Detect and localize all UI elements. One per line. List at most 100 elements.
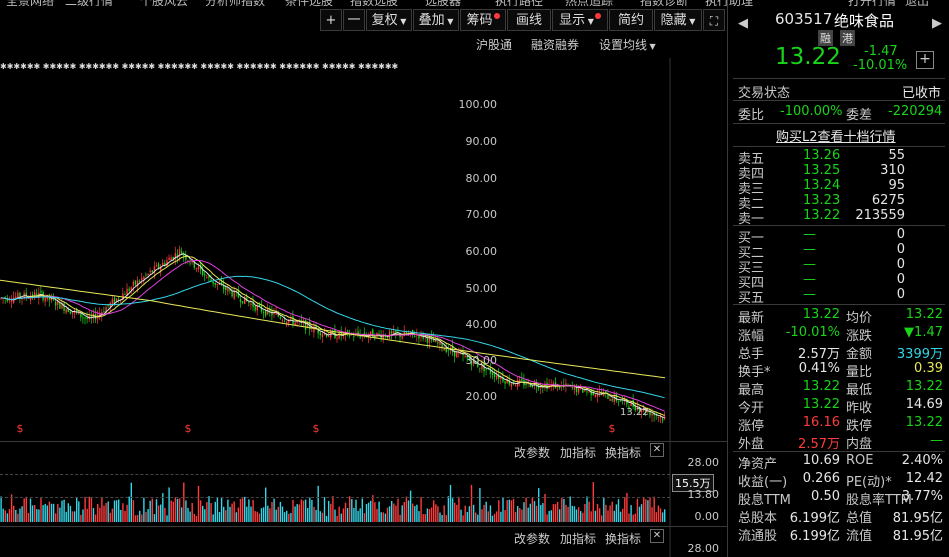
volume-bar [118, 499, 120, 522]
candle-body [357, 331, 359, 335]
volume-bar [435, 504, 437, 522]
volume-bar [231, 503, 233, 522]
volume-bar [559, 509, 561, 522]
sell_orders-price[interactable]: 13.23 [803, 193, 841, 208]
buy_orders-price[interactable]: — [803, 227, 816, 242]
buy-l2-link[interactable]: 购买L2查看十档行情 [776, 130, 896, 145]
volume-bar [430, 507, 433, 522]
candle-body [262, 312, 265, 313]
buy_orders-price[interactable]: — [803, 272, 816, 287]
fuquan-dropdown[interactable]: 复权 ▼ [366, 9, 412, 31]
candle-body [139, 281, 141, 283]
sell_orders-volume: 6275 [871, 193, 905, 208]
top-menu-item[interactable]: 全景网络 [6, 0, 54, 6]
vol-axis-zero: 0.00 [694, 510, 720, 523]
top-menu-item[interactable]: 条件选股 [285, 0, 333, 6]
yincang-dropdown[interactable]: 隐藏 ▼ [654, 9, 702, 31]
ind-change-params-button[interactable]: 改参数 [514, 532, 551, 546]
quote-value: 13.22 [905, 415, 943, 430]
buy_orders-price[interactable]: — [803, 287, 816, 302]
next-stock-icon[interactable]: ▶ [932, 16, 942, 31]
zoom-out-button[interactable]: 一 [343, 9, 365, 31]
candle-body [258, 303, 261, 306]
sell_orders-price[interactable]: 13.26 [803, 148, 841, 163]
candle-body [86, 317, 88, 319]
top-menu-item[interactable]: 指数诊断 [640, 0, 688, 6]
ind-switch-indicator-button[interactable]: 换指标 [605, 532, 642, 546]
zoom-in-button[interactable]: + [320, 9, 342, 31]
ind-add-indicator-button[interactable]: 加指标 [560, 532, 597, 546]
vol-change-params-button[interactable]: 改参数 [514, 446, 551, 460]
kline-chart[interactable]: $ $ $ $ [0, 0, 727, 557]
jianyue-button[interactable]: 简约 [609, 9, 653, 31]
sell_orders-price[interactable]: 13.24 [803, 178, 841, 193]
top-menu-item[interactable]: 执行助理 [705, 0, 753, 6]
sell_orders-price[interactable]: 13.25 [803, 163, 841, 178]
top-menu-item[interactable]: 执行路径 [495, 0, 543, 6]
buy_orders-price[interactable]: — [803, 242, 816, 257]
candle-body [246, 297, 248, 302]
candle-body [661, 418, 664, 421]
volume-bar [176, 498, 179, 522]
candle-body [55, 301, 57, 306]
diejia-dropdown[interactable]: 叠加 ▼ [413, 9, 459, 31]
quote-value: 13.22 [905, 307, 943, 322]
candle-body [124, 293, 126, 295]
vol-add-indicator-button[interactable]: 加指标 [560, 446, 597, 460]
rongzi-link[interactable]: 融资融券 [531, 38, 580, 52]
candle-body [531, 385, 534, 388]
chouma-button[interactable]: 筹码 [460, 9, 506, 31]
candle-body [105, 307, 107, 314]
candle-body [370, 331, 372, 335]
close-icon[interactable]: ✕ [650, 443, 664, 457]
dividend-marker-icon: $ [185, 422, 192, 435]
sell_orders-price[interactable]: 13.22 [803, 208, 841, 223]
top-menu-item[interactable]: 二级行情 [65, 0, 113, 6]
candle-body [67, 308, 69, 313]
top-menu-item[interactable]: 打开行情 [848, 0, 896, 6]
volume-bar [548, 510, 550, 522]
fullscreen-icon[interactable]: ⛶ [703, 9, 725, 31]
volume-bar [313, 506, 315, 522]
candle-body [220, 282, 223, 285]
candle-body [292, 316, 294, 325]
event-marker-icons[interactable]: ✱✱✱✱✱✱ ✱✱✱✱✱ ✱✱✱✱✱✱ ✱✱✱✱✱ ✱✱✱✱✱✱ ✱✱✱✱✱ ✱… [0, 62, 399, 71]
quote-label: 最新 [738, 311, 765, 326]
candle-body [111, 299, 114, 304]
volume-bar [517, 506, 519, 522]
candle-body [27, 298, 30, 299]
fund-value: 3.77% [901, 489, 943, 504]
fund-label: 总股本 [738, 511, 778, 526]
xianshi-label: 显示 [559, 13, 586, 28]
quote-label: 涨跌 [846, 329, 873, 344]
volume-bar [279, 501, 282, 522]
volume-bar [67, 503, 69, 522]
volume-bar [657, 505, 660, 522]
volume-bar [229, 506, 231, 522]
top-menu-item[interactable]: 热点追踪 [565, 0, 613, 6]
hugutong-link[interactable]: 沪股通 [476, 38, 513, 52]
buy_orders-label: 买四 [738, 276, 765, 291]
vol-switch-indicator-button[interactable]: 换指标 [605, 446, 642, 460]
close-icon[interactable]: ✕ [650, 529, 664, 543]
top-menu-item[interactable]: 个股风云 [140, 0, 188, 6]
event-markers-row[interactable]: ✱✱✱✱✱✱ ✱✱✱✱✱ ✱✱✱✱✱✱ ✱✱✱✱✱ ✱✱✱✱✱✱ ✱✱✱✱✱ ✱… [0, 58, 670, 71]
candle-body [273, 312, 275, 314]
huaxian-button[interactable]: 画线 [507, 9, 551, 31]
top-menu-item[interactable]: 分析师指数 [205, 0, 265, 6]
ma-settings-dropdown[interactable]: 设置均线 ▼ [599, 36, 656, 53]
xianshi-dropdown[interactable]: 显示 ▼ [552, 9, 608, 31]
top-menu-item[interactable]: 退出 [905, 0, 929, 6]
candle-body [386, 336, 389, 338]
volume-bar [378, 501, 380, 522]
candle-body [628, 406, 630, 408]
buy_orders-price[interactable]: — [803, 257, 816, 272]
top-menu-item[interactable]: 选股器 [425, 0, 461, 6]
fund-value: 81.95亿 [892, 511, 943, 526]
volume-bar [275, 509, 277, 522]
add-watchlist-button[interactable]: + [916, 51, 934, 69]
candle-body [443, 348, 445, 351]
prev-stock-icon[interactable]: ◀ [738, 16, 748, 31]
top-menu-item[interactable]: 指数选股 [350, 0, 398, 6]
volume-bar [166, 515, 168, 522]
